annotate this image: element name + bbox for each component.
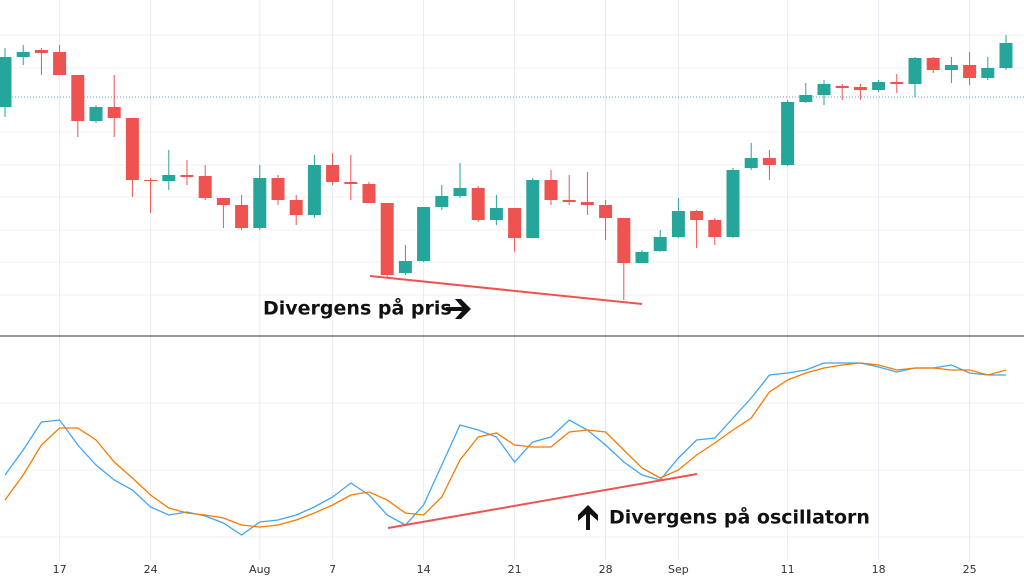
candle-body	[107, 107, 121, 118]
x-tick-label: 25	[963, 563, 977, 576]
candle-body	[71, 75, 85, 121]
arrow-icon	[578, 505, 598, 530]
candle-body	[799, 95, 813, 102]
candle-body	[908, 58, 922, 84]
trend-line	[369, 275, 643, 305]
x-tick-label: 18	[872, 563, 886, 576]
candle-body	[326, 165, 340, 182]
candle-body	[726, 170, 740, 237]
candle-body	[781, 102, 795, 165]
candle-body	[471, 188, 485, 220]
candle-body	[435, 196, 449, 207]
x-tick-label: 11	[781, 563, 795, 576]
candle-body	[489, 208, 503, 220]
candle-body	[872, 82, 886, 90]
candle-body	[708, 220, 722, 237]
candle-body	[198, 176, 212, 198]
candle-body	[125, 118, 139, 180]
candle-body	[180, 175, 194, 177]
candle-body	[380, 203, 394, 275]
candle-body	[762, 158, 776, 165]
candle-body	[599, 205, 613, 218]
annotation: Divergens på pris	[263, 296, 452, 320]
x-tick-label: 21	[508, 563, 522, 576]
candle-body	[580, 202, 594, 205]
candle-body	[835, 86, 849, 88]
trend-line	[387, 473, 698, 529]
candle-body	[944, 65, 958, 70]
candle-body	[271, 178, 285, 200]
candle-body	[544, 180, 558, 200]
oscillator-line	[4, 362, 1006, 536]
candle-body	[362, 184, 376, 203]
x-tick-label: 28	[599, 563, 613, 576]
candle-body	[398, 261, 412, 273]
candle-body	[144, 180, 158, 181]
candle-body	[526, 180, 540, 238]
x-tick-label: 14	[417, 563, 431, 576]
price-grid	[0, 34, 1024, 538]
x-tick-label: 17	[53, 563, 67, 576]
candle-body	[235, 205, 249, 228]
x-tick-label: 7	[329, 563, 336, 576]
candle-body	[453, 188, 467, 196]
candle-body	[34, 50, 48, 53]
candle-body	[307, 165, 321, 215]
candle-body	[744, 158, 758, 168]
candle-body	[417, 207, 431, 261]
oscillator-line	[4, 362, 1007, 528]
candle-body	[16, 52, 30, 57]
x-tick-label: Sep	[668, 563, 689, 576]
candle-body	[999, 43, 1013, 68]
candle-body	[162, 175, 176, 181]
candle-body	[216, 198, 230, 205]
candle-body	[690, 211, 704, 220]
vertical-grid	[59, 0, 971, 560]
candle-body	[635, 252, 649, 263]
candles	[0, 35, 1013, 300]
oscillator	[4, 362, 1007, 536]
candle-body	[289, 200, 303, 215]
candle-body	[853, 87, 867, 90]
candle-body	[671, 211, 685, 237]
candle-body	[963, 65, 977, 78]
x-tick-label: Aug	[249, 563, 270, 576]
candle-body	[89, 107, 103, 121]
candle-body	[53, 52, 67, 75]
candle-body	[562, 200, 576, 202]
candle-body	[890, 82, 904, 84]
candle-body	[817, 84, 831, 95]
candle-body	[926, 58, 940, 70]
candle-body	[508, 208, 522, 238]
candle-body	[253, 178, 267, 228]
arrow-icon	[446, 299, 471, 319]
candle-body	[981, 68, 995, 78]
candle-body	[0, 57, 12, 107]
candle-body	[617, 218, 631, 263]
candle-body	[344, 182, 358, 184]
x-tick-label: 24	[144, 563, 158, 576]
candle-body	[653, 237, 667, 251]
annotation: Divergens på oscillatorn	[609, 505, 870, 529]
